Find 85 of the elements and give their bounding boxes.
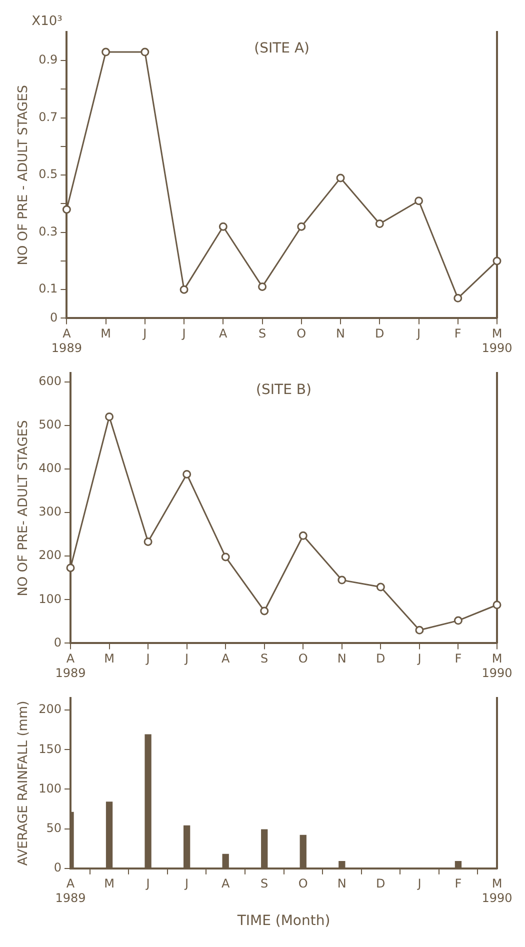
y-tick-label: 400: [38, 461, 62, 476]
x-tick-label: D: [376, 876, 386, 891]
x-tick-label: A: [221, 876, 230, 891]
y-axis-title: NO OF PRE- ADULT STAGES: [16, 420, 32, 596]
text: (SITE B): [256, 382, 312, 398]
x-tick-label: O: [298, 876, 308, 891]
point: [258, 282, 267, 291]
point: [221, 552, 230, 562]
x-axis-title: TIME (Month): [236, 913, 330, 930]
y-tick-label: 100: [38, 781, 62, 796]
point: [376, 582, 385, 592]
point: [454, 616, 462, 625]
x-tick-label: F: [454, 652, 462, 666]
point: [492, 256, 502, 266]
y-tick-label: 0: [50, 310, 58, 324]
point: [336, 174, 345, 182]
x-tick-label: A 1989: [55, 652, 86, 680]
x-tick-label: A 1989: [55, 876, 86, 906]
y-tick-label: 0.5: [38, 167, 58, 182]
text: (SITE A): [254, 40, 310, 57]
x-tick-label: A: [219, 326, 228, 341]
x-tick-label: N: [336, 326, 346, 341]
y-tick-label: 200: [38, 548, 62, 562]
x-tick-label: M 1990: [482, 326, 512, 355]
x-tick-label: N: [337, 652, 346, 666]
point: [338, 576, 346, 584]
x-tick-label: J: [184, 652, 189, 666]
y-tick-label: 200: [38, 702, 62, 716]
x-tick-label: S: [260, 876, 268, 891]
point: [375, 220, 384, 228]
x-tick-label: A 1989: [51, 326, 82, 355]
point: [62, 205, 71, 214]
point: [415, 626, 424, 634]
y-tick-label: 50: [46, 820, 62, 835]
x-tick-label: M 1990: [482, 876, 512, 906]
point: [492, 600, 502, 610]
point: [298, 531, 308, 540]
y-tick-label: 300: [38, 504, 62, 519]
point: [105, 412, 114, 421]
x-tick-label: D: [375, 326, 384, 341]
x-tick-label: M 1990: [482, 652, 512, 680]
x-tick-label: J: [184, 876, 189, 891]
point: [144, 537, 152, 546]
y-axis-title: AVERAGE RAINFALL (mm): [16, 700, 32, 866]
point: [102, 48, 110, 56]
y-axis-title: NO OF PRE - ADULT STAGES: [16, 84, 32, 266]
y-tick-label: 0.3: [38, 224, 58, 238]
x-tick-label: N: [337, 876, 346, 891]
x-tick-label: O: [298, 652, 308, 666]
point: [454, 294, 462, 302]
x-tick-label: J: [145, 876, 150, 891]
x-tick-label: J: [181, 326, 186, 341]
point: [180, 285, 188, 294]
y-tick-label: 0.1: [38, 282, 58, 296]
x-tick-label: O: [296, 326, 306, 341]
x-tick-label: J: [416, 876, 422, 891]
x-tick-label: S: [260, 652, 268, 666]
x-tick-label: J: [416, 652, 422, 666]
x-tick-label: D: [376, 652, 386, 666]
y-tick-label: 0.9: [38, 52, 58, 67]
x-tick-label: M: [104, 876, 114, 891]
x-tick-label: F: [454, 326, 462, 341]
point: [66, 564, 75, 572]
x-tick-label: A: [221, 652, 230, 666]
point: [182, 470, 192, 478]
text: X10³: [32, 14, 62, 29]
x-tick-label: J: [145, 652, 150, 666]
x-tick-label: J: [416, 326, 421, 341]
point: [218, 222, 228, 231]
point: [297, 222, 306, 231]
y-tick-label: 0.7: [38, 110, 58, 124]
y-tick-label: 0: [54, 860, 62, 875]
x-tick-label: M: [100, 326, 111, 341]
point: [140, 48, 150, 56]
y-tick-label: 500: [38, 418, 62, 432]
y-tick-label: 0: [54, 635, 62, 650]
y-tick-label: 100: [38, 592, 62, 606]
x-tick-label: M: [104, 652, 114, 666]
y-tick-label: 600: [38, 374, 62, 388]
x-tick-label: J: [142, 326, 147, 341]
y-tick-label: 150: [38, 742, 62, 756]
x-tick-label: F: [454, 876, 462, 891]
point: [414, 196, 424, 206]
x-tick-label: S: [258, 326, 266, 341]
point: [260, 606, 269, 616]
